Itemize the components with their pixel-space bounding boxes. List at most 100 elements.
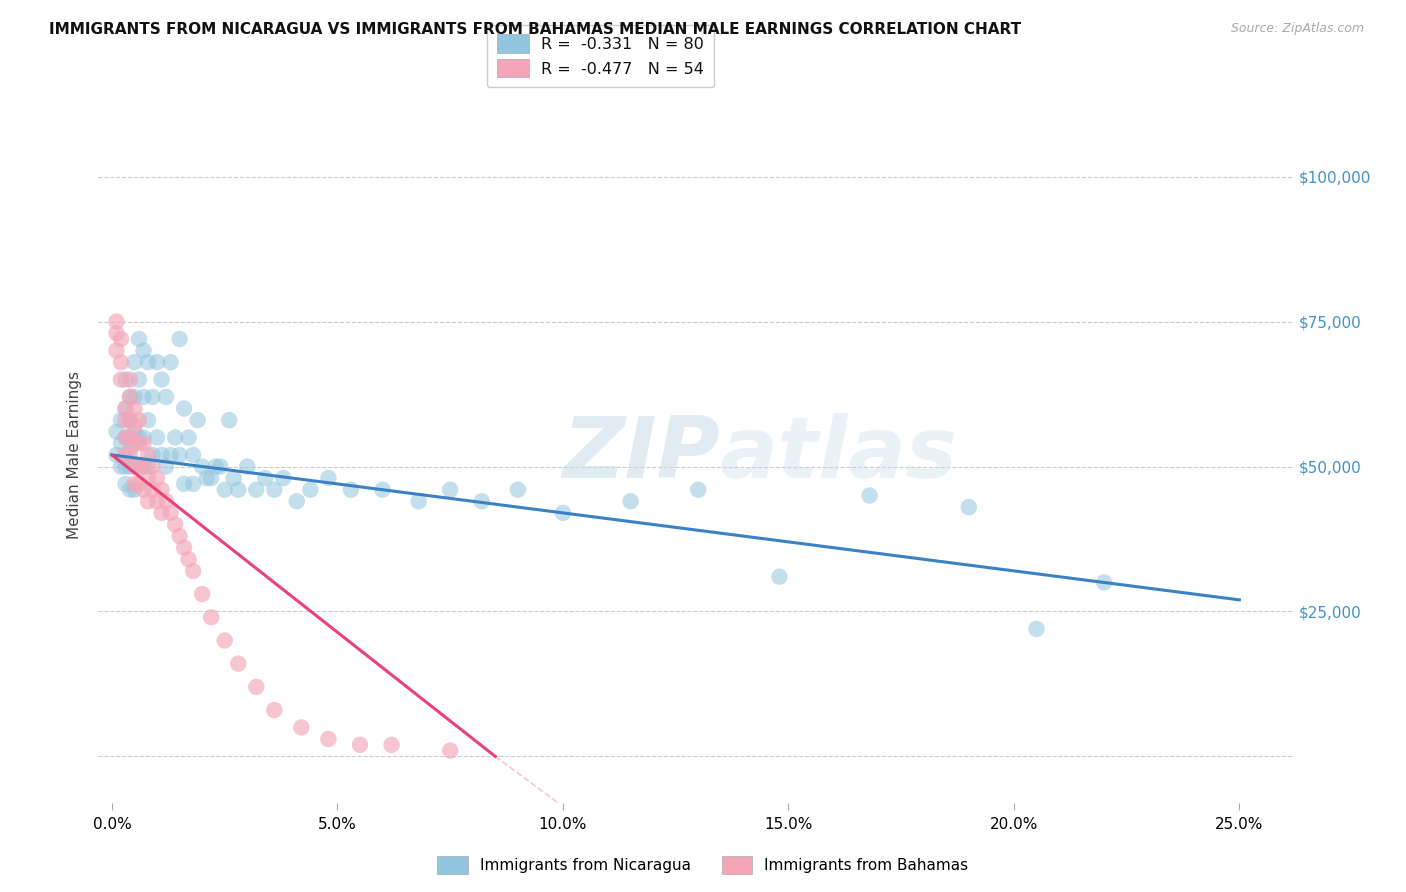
Point: [118, 448, 141, 462]
Point: [141, 390, 163, 404]
Point: [124, 436, 146, 450]
Point: [159, 448, 181, 462]
Point: [114, 430, 136, 444]
Point: [118, 483, 141, 497]
Point: [619, 494, 641, 508]
Point: [114, 401, 136, 416]
Point: [1025, 622, 1047, 636]
Point: [181, 448, 204, 462]
Point: [146, 355, 169, 369]
Point: [141, 448, 163, 462]
Point: [439, 744, 461, 758]
Point: [290, 721, 312, 735]
Point: [146, 471, 169, 485]
Point: [146, 494, 169, 508]
Y-axis label: Median Male Earnings: Median Male Earnings: [67, 371, 83, 539]
Point: [1092, 575, 1115, 590]
Point: [471, 494, 494, 508]
Point: [226, 483, 249, 497]
Point: [226, 657, 249, 671]
Point: [688, 483, 710, 497]
Point: [114, 430, 136, 444]
Point: [159, 355, 181, 369]
Point: [380, 738, 402, 752]
Point: [132, 343, 155, 358]
Point: [408, 494, 430, 508]
Point: [105, 448, 128, 462]
Point: [506, 483, 529, 497]
Point: [105, 343, 128, 358]
Point: [299, 483, 322, 497]
Legend: R =  -0.331   N = 80, R =  -0.477   N = 54: R = -0.331 N = 80, R = -0.477 N = 54: [486, 25, 714, 87]
Point: [132, 436, 155, 450]
Point: [110, 355, 132, 369]
Point: [124, 459, 146, 474]
Point: [132, 459, 155, 474]
Point: [136, 355, 159, 369]
Point: [118, 390, 141, 404]
Point: [110, 373, 132, 387]
Point: [177, 552, 200, 566]
Point: [114, 373, 136, 387]
Point: [191, 587, 214, 601]
Point: [204, 459, 226, 474]
Point: [150, 483, 173, 497]
Point: [209, 459, 232, 474]
Point: [254, 471, 277, 485]
Point: [128, 459, 150, 474]
Point: [124, 418, 146, 433]
Point: [114, 401, 136, 416]
Point: [136, 448, 159, 462]
Point: [236, 459, 259, 474]
Point: [118, 373, 141, 387]
Point: [114, 448, 136, 462]
Point: [349, 738, 371, 752]
Point: [114, 413, 136, 427]
Point: [181, 476, 204, 491]
Point: [173, 541, 195, 555]
Point: [195, 471, 218, 485]
Point: [165, 517, 187, 532]
Point: [150, 373, 173, 387]
Point: [124, 390, 146, 404]
Point: [128, 373, 150, 387]
Point: [132, 430, 155, 444]
Point: [169, 448, 191, 462]
Point: [169, 529, 191, 543]
Point: [155, 494, 177, 508]
Point: [173, 401, 195, 416]
Point: [187, 413, 209, 427]
Text: atlas: atlas: [720, 413, 957, 497]
Point: [318, 731, 340, 746]
Point: [858, 489, 880, 503]
Point: [110, 459, 132, 474]
Point: [155, 390, 177, 404]
Text: ZIP: ZIP: [562, 413, 720, 497]
Point: [118, 430, 141, 444]
Point: [118, 390, 141, 404]
Point: [124, 425, 146, 439]
Legend: Immigrants from Nicaragua, Immigrants from Bahamas: Immigrants from Nicaragua, Immigrants fr…: [432, 850, 974, 880]
Point: [105, 326, 128, 340]
Point: [124, 476, 146, 491]
Point: [957, 500, 980, 514]
Point: [110, 332, 132, 346]
Point: [200, 610, 222, 624]
Point: [132, 483, 155, 497]
Point: [124, 483, 146, 497]
Point: [110, 413, 132, 427]
Point: [218, 413, 240, 427]
Point: [141, 483, 163, 497]
Point: [191, 459, 214, 474]
Text: Source: ZipAtlas.com: Source: ZipAtlas.com: [1230, 22, 1364, 36]
Point: [551, 506, 574, 520]
Point: [263, 483, 285, 497]
Point: [181, 564, 204, 578]
Point: [150, 448, 173, 462]
Point: [118, 442, 141, 456]
Point: [371, 483, 394, 497]
Point: [136, 494, 159, 508]
Point: [146, 430, 169, 444]
Point: [214, 633, 236, 648]
Point: [128, 476, 150, 491]
